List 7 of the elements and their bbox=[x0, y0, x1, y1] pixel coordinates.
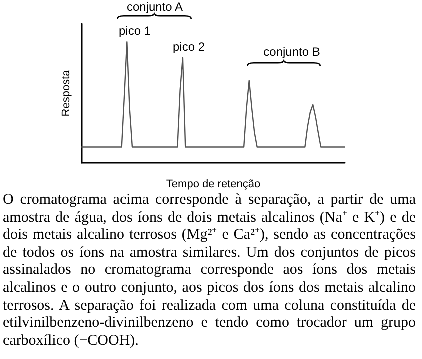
text: O cromatograma acima corresponde à separação, a partir de uma amostra de água, dos íons de dois metais alcalinos (Na⁺ e K⁺) e de dois metais alcalino terrosos (Mg²⁺ e Ca²⁺), sendo as concentrações de todos os íons na amostra similares. Um dos conjuntos de picos assinalados no cromatograma corresponde aos íons dos metais alcalinos e o outro conjunto, aos picos dos íons dos metais alcalino terrosos. A separação foi realizada com uma coluna constituída de etilvinilbenzeno-divinilbenzeno e tendo como trocador um grupo carboxílico (−COOH). bbox=[3, 192, 416, 349]
text: conjunto A bbox=[126, 0, 184, 15]
y-axis-title: Resposta bbox=[60, 69, 72, 117]
annotation: conjunto B bbox=[262, 44, 322, 60]
text: pico 1 bbox=[118, 23, 152, 39]
annotation: pico 2 bbox=[172, 39, 206, 55]
x-axis-title: Tempo de retenção bbox=[166, 178, 261, 190]
